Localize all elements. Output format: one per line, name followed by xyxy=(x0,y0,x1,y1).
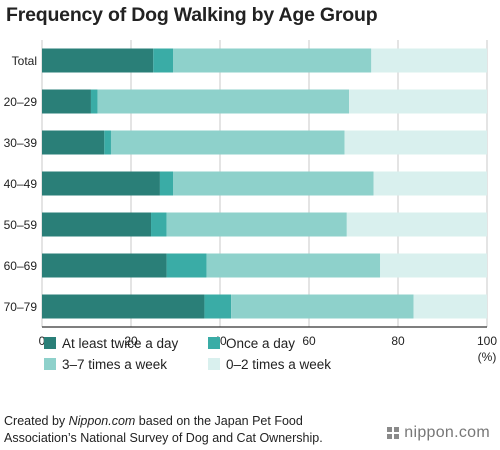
bar-segment xyxy=(42,212,152,237)
bar-segment xyxy=(373,171,487,196)
source-prefix: Created by xyxy=(4,414,69,428)
category-label: 70–79 xyxy=(4,300,38,314)
bar-segment xyxy=(42,130,105,155)
bar-segment xyxy=(204,294,232,319)
legend-label: 0–2 times a week xyxy=(226,357,331,372)
unit-label: (%) xyxy=(478,350,497,364)
bar-segment xyxy=(90,89,98,114)
bar-segment xyxy=(206,253,381,278)
legend-swatch xyxy=(208,358,220,370)
category-label: 30–39 xyxy=(4,136,38,150)
bar-segment xyxy=(42,89,91,114)
bar-segment xyxy=(173,171,374,196)
bar-segment xyxy=(104,130,111,155)
bar-segment xyxy=(110,130,345,155)
x-tick-label: 80 xyxy=(391,334,405,348)
bar-segment xyxy=(346,212,487,237)
x-tick-label: 0 xyxy=(39,334,46,348)
brand-name: nippon.com xyxy=(404,424,490,441)
x-tick-label: 20 xyxy=(124,334,138,348)
legend-label: 3–7 times a week xyxy=(62,357,167,372)
bar-segment xyxy=(42,253,167,278)
category-label: 60–69 xyxy=(4,259,38,273)
category-label: 40–49 xyxy=(4,177,38,191)
chart-title: Frequency of Dog Walking by Age Group xyxy=(6,4,378,26)
bar-segment xyxy=(173,48,372,73)
legend-swatch xyxy=(44,337,56,349)
bar-segment xyxy=(42,171,160,196)
bar-segment xyxy=(153,48,174,73)
category-label: Total xyxy=(12,54,37,68)
x-tick-label: 60 xyxy=(302,334,316,348)
legend-swatch xyxy=(44,358,56,370)
bar-segment xyxy=(166,212,347,237)
category-label: 20–29 xyxy=(4,95,38,109)
bar-segment xyxy=(166,253,207,278)
bar-segment xyxy=(97,89,350,114)
source-line-2: Association’s National Survey of Dog and… xyxy=(4,431,323,445)
stacked-bar-chart: Total20–2930–3940–4950–5960–6970–7902040… xyxy=(4,40,497,372)
bar-segment xyxy=(42,48,154,73)
legend-swatch xyxy=(208,337,220,349)
x-tick-label: 100 xyxy=(477,334,497,348)
bar-segment xyxy=(413,294,487,319)
source-site: Nippon.com xyxy=(68,414,136,428)
brand-logo: nippon.com xyxy=(387,424,490,442)
bar-segment xyxy=(151,212,167,237)
bar-segment xyxy=(42,294,205,319)
source-note: Created by Nippon.com based on the Japan… xyxy=(4,413,323,447)
category-label: 50–59 xyxy=(4,218,38,232)
bar-segment xyxy=(380,253,487,278)
bar-segment xyxy=(349,89,487,114)
bar-segment xyxy=(371,48,487,73)
source-rest: based on the Japan Pet Food xyxy=(135,414,303,428)
bar-segment xyxy=(231,294,414,319)
bar-segment xyxy=(159,171,174,196)
bar-segment xyxy=(344,130,487,155)
legend-label: At least twice a day xyxy=(62,336,179,351)
logo-dots-icon xyxy=(387,427,400,439)
legend-label: Once a day xyxy=(226,336,295,351)
